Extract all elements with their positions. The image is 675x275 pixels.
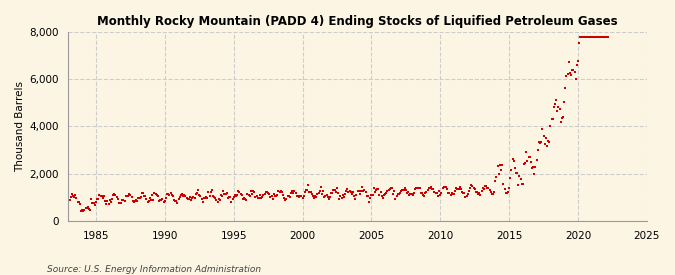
Y-axis label: Thousand Barrels: Thousand Barrels <box>15 81 25 172</box>
Title: Monthly Rocky Mountain (PADD 4) Ending Stocks of Liquified Petroleum Gases: Monthly Rocky Mountain (PADD 4) Ending S… <box>97 15 618 28</box>
Text: Source: U.S. Energy Information Administration: Source: U.S. Energy Information Administ… <box>47 265 261 274</box>
